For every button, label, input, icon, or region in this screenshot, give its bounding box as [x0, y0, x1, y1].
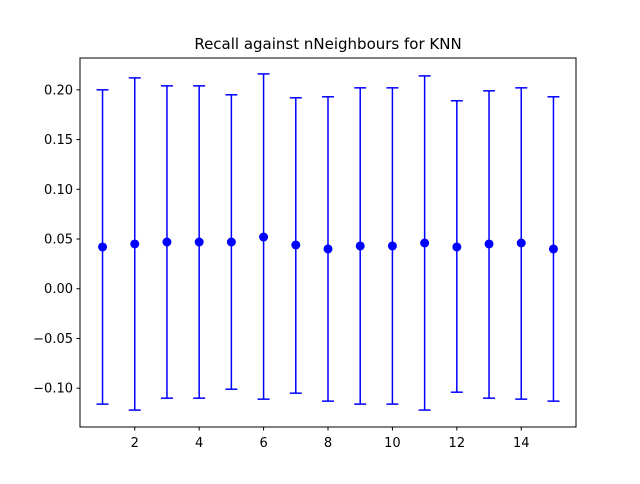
data-point [516, 238, 526, 248]
plot-frame [79, 57, 577, 428]
x-axis: 2 4 6 8 10 12 14 [131, 427, 530, 451]
x-tick-label: 6 [259, 436, 267, 451]
data-point [162, 237, 172, 247]
data-point [130, 239, 140, 249]
data-point [194, 237, 204, 247]
y-tick-label: 0.00 [44, 282, 73, 297]
y-tick-label: 0.15 [44, 133, 73, 148]
x-tick-label: 12 [449, 436, 466, 451]
data-point [259, 232, 269, 242]
data-point [548, 244, 558, 254]
x-tick-label: 4 [195, 436, 203, 451]
data-point [452, 242, 462, 252]
plot-area [96, 73, 560, 411]
data-point [226, 237, 236, 247]
data-point [420, 238, 430, 248]
y-tick-label: 0.20 [44, 83, 73, 98]
y-tick-label: −0.05 [33, 332, 73, 347]
y-tick-label: −0.10 [33, 382, 73, 397]
x-tick-label: 2 [131, 436, 139, 451]
y-tick-label: 0.10 [44, 183, 73, 198]
data-point [323, 244, 333, 254]
data-point [387, 241, 397, 251]
x-tick-label: 8 [324, 436, 332, 451]
data-point [484, 239, 494, 249]
x-tick-label: 10 [384, 436, 401, 451]
data-point [291, 240, 301, 250]
y-axis: −0.10 −0.05 0.00 0.05 0.10 0.15 0.20 [33, 83, 80, 397]
chart-title: Recall against nNeighbours for KNN [194, 35, 461, 53]
x-tick-label: 14 [513, 436, 530, 451]
data-point [355, 241, 365, 251]
y-tick-label: 0.05 [44, 233, 73, 248]
data-point [98, 242, 108, 252]
